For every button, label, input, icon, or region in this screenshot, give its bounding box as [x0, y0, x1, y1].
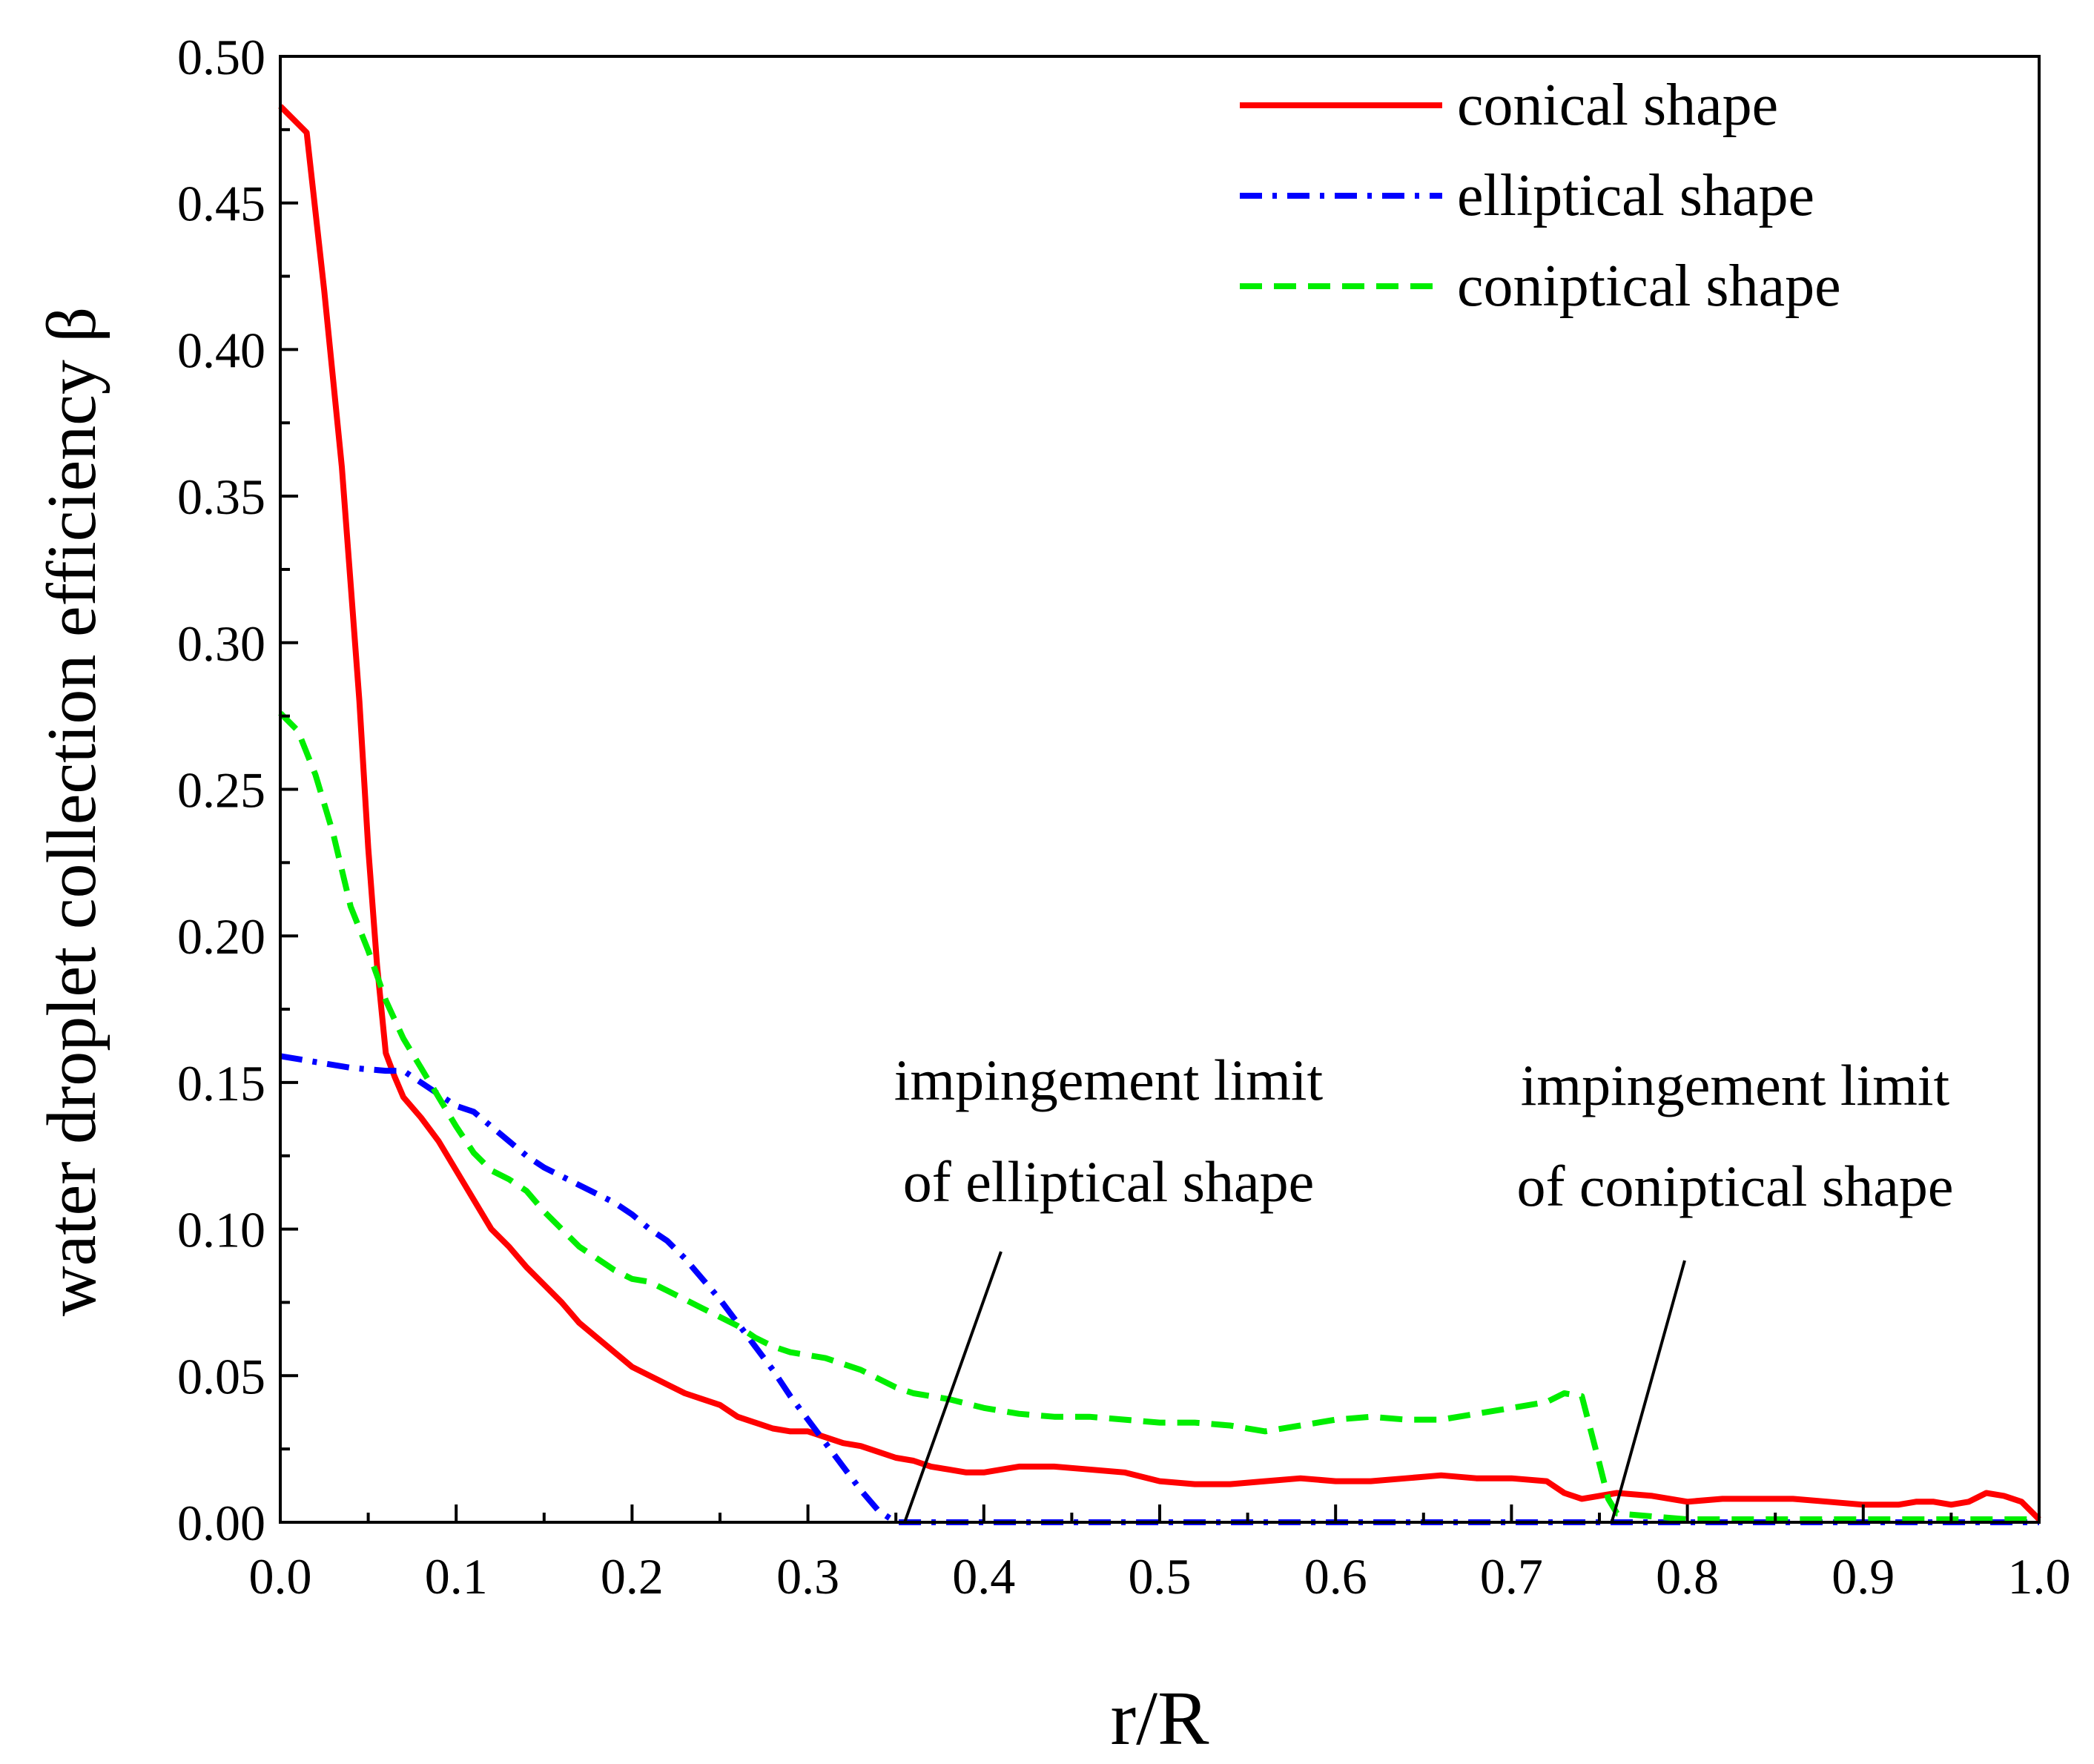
x-axis-title: r/R	[1111, 1676, 1210, 1761]
y-tick-label: 0.50	[177, 29, 265, 85]
legend: conical shape elliptical shape coniptical …	[1240, 73, 1841, 319]
annotation-text: impingement limit	[1521, 1053, 1950, 1117]
annotations-layer: impingement limit of elliptical shape impi…	[894, 1048, 1954, 1523]
x-tick-label: 0.3	[776, 1548, 839, 1605]
legend-label: coniptical shape	[1457, 254, 1841, 319]
x-tick-label: 0.9	[1832, 1548, 1895, 1605]
y-tick-label: 0.05	[177, 1348, 265, 1404]
x-tick-label: 0.7	[1480, 1548, 1543, 1605]
y-tick-label: 0.40	[177, 322, 265, 378]
y-tick-label: 0.35	[177, 469, 265, 525]
x-tick-label: 1.0	[2008, 1548, 2071, 1605]
y-tick-label: 0.10	[177, 1202, 265, 1258]
series-line-conical-shape	[278, 104, 2041, 1522]
legend-label: conical shape	[1457, 73, 1778, 138]
y-tick-label: 0.25	[177, 762, 265, 819]
x-tick-label: 0.2	[601, 1548, 664, 1605]
series-line-coniptical-shape	[278, 710, 2039, 1522]
x-tick-label: 0.4	[952, 1548, 1015, 1605]
series-layer	[278, 104, 2041, 1525]
x-tick-label: 0.0	[249, 1548, 312, 1605]
y-tick-label: 0.20	[177, 908, 265, 965]
annotation-text: impingement limit	[894, 1048, 1324, 1112]
y-tick-label: 0.45	[177, 176, 265, 232]
x-tick-label: 0.5	[1129, 1548, 1192, 1605]
y-axis-title: water droplet collection efficiency β	[33, 307, 110, 1317]
y-tick-label: 0.30	[177, 615, 265, 672]
annotation-text: of coniptical shape	[1516, 1154, 1953, 1218]
y-tick-label: 0.15	[177, 1055, 265, 1111]
annotation-pointer-line	[1610, 1260, 1686, 1523]
annotation-text: of elliptical shape	[903, 1149, 1314, 1214]
annotation-pointer-line	[903, 1251, 1003, 1523]
y-tick-label: 0.00	[177, 1495, 265, 1551]
x-tick-label: 0.6	[1304, 1548, 1367, 1605]
ticks-layer: 0.0 0.1 0.2 0.3 0.4 0.5 0.6 0.7 0.8 0.9 1.0 0.00 0.0…	[177, 29, 2071, 1605]
x-tick-label: 0.8	[1656, 1548, 1719, 1605]
series-line-elliptical-shape	[280, 1053, 2039, 1525]
legend-label: elliptical shape	[1457, 163, 1814, 228]
x-tick-label: 0.1	[425, 1548, 488, 1605]
